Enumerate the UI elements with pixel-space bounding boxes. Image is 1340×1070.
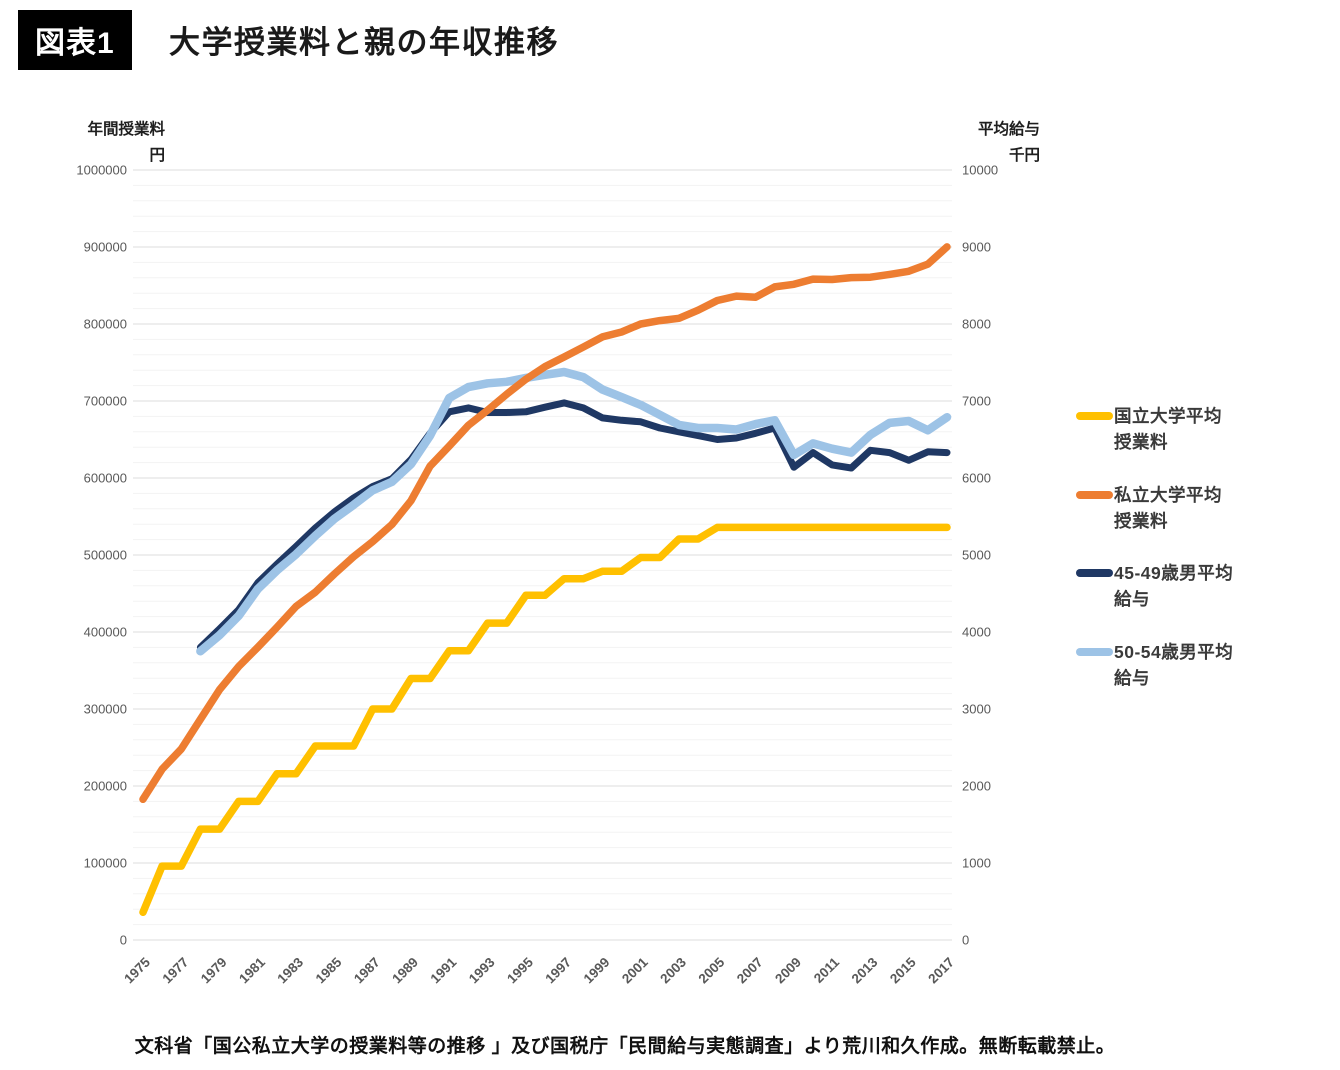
legend-label-line: 45-49歳男平均: [1114, 563, 1234, 583]
svg-text:10000: 10000: [962, 163, 998, 178]
legend-label-line: 給与: [1114, 667, 1150, 688]
right-axis-title-line1: 平均給与: [977, 121, 1040, 138]
source-credit: 文科省「国公私立大学の授業料等の推移 」及び国税庁「民間給与実態調査」より荒川和…: [134, 1036, 1116, 1057]
svg-text:9000: 9000: [962, 240, 991, 255]
major-gridlines: [133, 169, 952, 941]
svg-text:2003: 2003: [657, 954, 689, 986]
legend: 国立大学平均 授業料 私立大学平均 授業料 45-49歳男平均 給与 50-54…: [1076, 403, 1233, 691]
svg-text:2011: 2011: [811, 954, 843, 986]
svg-text:2013: 2013: [849, 954, 881, 986]
page-title: 大学授業料と親の年収推移: [169, 25, 559, 60]
svg-text:300000: 300000: [84, 702, 127, 717]
figure-number-badge: 図表1: [18, 10, 132, 70]
x-axis-tick-labels: 1975 1977 1979 1981 1983 1985 1987 1989 1991 1993…: [121, 954, 957, 986]
svg-text:1985: 1985: [313, 954, 345, 986]
salary-50-54-line-marker: [1076, 647, 1113, 656]
svg-text:2017: 2017: [925, 955, 957, 987]
svg-text:1987: 1987: [351, 955, 383, 987]
svg-text:900000: 900000: [84, 240, 127, 255]
svg-text:600000: 600000: [84, 471, 127, 486]
svg-text:500000: 500000: [84, 548, 127, 563]
legend-item-salary-45-49: 45-49歳男平均 給与: [1076, 560, 1233, 613]
svg-text:2015: 2015: [887, 954, 919, 986]
legend-label: 50-54歳男平均 給与: [1114, 639, 1233, 692]
private-tuition-line-marker: [1076, 490, 1113, 499]
legend-item-salary-50-54: 50-54歳男平均 給与: [1076, 639, 1233, 692]
right-axis-title: 平均給与 千円: [960, 117, 1040, 168]
left-axis-title-line1: 年間授業料: [87, 121, 165, 138]
svg-text:1999: 1999: [581, 955, 613, 987]
legend-label-line: 給与: [1114, 589, 1150, 610]
svg-text:1000000: 1000000: [76, 163, 127, 178]
svg-text:3000: 3000: [962, 702, 991, 717]
salary-50-54-line: [196, 367, 952, 656]
legend-label-line: 授業料: [1114, 432, 1168, 453]
svg-text:6000: 6000: [962, 471, 991, 486]
svg-text:5000: 5000: [962, 548, 991, 563]
svg-text:800000: 800000: [84, 317, 127, 332]
svg-text:2007: 2007: [734, 955, 766, 987]
svg-text:2000: 2000: [962, 779, 991, 794]
left-axis-title: 年間授業料 円: [60, 117, 165, 168]
private-tuition-line: [139, 243, 951, 804]
svg-text:2001: 2001: [619, 954, 651, 986]
svg-text:0: 0: [120, 933, 127, 948]
national-tuition-line: [139, 523, 951, 917]
legend-label: 国立大学平均 授業料: [1114, 403, 1222, 456]
svg-text:2009: 2009: [772, 955, 804, 987]
svg-text:8000: 8000: [962, 317, 991, 332]
svg-text:1977: 1977: [160, 955, 192, 987]
svg-text:700000: 700000: [84, 394, 127, 409]
legend-item-national-tuition: 国立大学平均 授業料: [1076, 403, 1233, 456]
svg-text:7000: 7000: [962, 394, 991, 409]
legend-label-line: 50-54歳男平均: [1114, 641, 1234, 662]
national-tuition-line-marker: [1076, 412, 1113, 420]
legend-label: 私立大学平均 授業料: [1114, 482, 1222, 535]
svg-text:4000: 4000: [962, 625, 991, 640]
svg-text:2005: 2005: [696, 954, 728, 986]
left-axis-title-line2: 円: [149, 146, 165, 164]
svg-text:1995: 1995: [504, 954, 536, 986]
svg-text:1975: 1975: [121, 954, 153, 986]
svg-text:0: 0: [962, 933, 969, 948]
legend-label-line: 私立大学平均: [1114, 484, 1222, 505]
legend-item-private-tuition: 私立大学平均 授業料: [1076, 482, 1233, 535]
salary-45-49-line: [196, 399, 951, 651]
svg-text:100000: 100000: [84, 856, 127, 871]
svg-text:1000: 1000: [962, 856, 991, 871]
header: 図表1 大学授業料と親の年収推移: [0, 0, 1340, 80]
left-axis-tick-labels: 0 100000 200000 300000 400000 500000 600000 700…: [76, 163, 127, 948]
svg-text:1989: 1989: [389, 955, 421, 987]
legend-label: 45-49歳男平均 給与: [1114, 560, 1233, 613]
svg-text:1983: 1983: [274, 954, 306, 986]
svg-text:1997: 1997: [542, 955, 574, 987]
right-axis-title-line2: 千円: [1008, 146, 1040, 164]
salary-45-49-line-marker: [1076, 569, 1113, 577]
right-axis-tick-labels: 0 1000 2000 3000 4000 5000 6000 7000 8000 9000 100…: [962, 163, 998, 948]
svg-text:1991: 1991: [428, 954, 460, 986]
svg-text:400000: 400000: [84, 625, 127, 640]
svg-text:1981: 1981: [236, 954, 268, 986]
svg-text:200000: 200000: [84, 779, 127, 794]
svg-text:1993: 1993: [466, 954, 498, 986]
legend-label-line: 国立大学平均: [1114, 406, 1222, 426]
legend-label-line: 授業料: [1114, 510, 1168, 531]
svg-text:1979: 1979: [198, 955, 230, 987]
